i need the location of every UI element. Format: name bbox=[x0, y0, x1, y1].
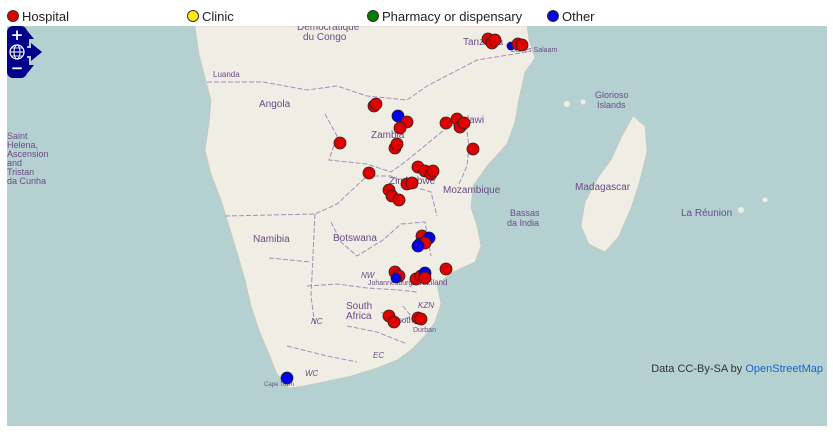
map-legend: Hospital Clinic Pharmacy or dispensary O… bbox=[0, 0, 833, 26]
map-label-glorioso-2: Islands bbox=[597, 100, 626, 110]
map-label-south: South bbox=[346, 301, 372, 312]
map-label-drc-2: du Congo bbox=[303, 32, 347, 43]
facility-marker[interactable] bbox=[362, 166, 376, 180]
map-label-la-reunion: La Réunion bbox=[681, 208, 732, 219]
clinic-marker-icon bbox=[187, 10, 199, 22]
map-label-st-helena-1: Saint bbox=[7, 131, 28, 141]
zoom-out-button[interactable]: − bbox=[11, 59, 24, 77]
facility-marker[interactable] bbox=[466, 142, 480, 156]
map-label-nw: NW bbox=[361, 271, 376, 280]
facility-marker[interactable] bbox=[280, 371, 294, 385]
world-globe-icon[interactable] bbox=[9, 44, 25, 60]
map-label-africa: Africa bbox=[346, 311, 372, 322]
comoros-island bbox=[564, 101, 570, 107]
map-label-durban: Durban bbox=[413, 327, 436, 334]
zoom-in-button[interactable]: + bbox=[11, 26, 24, 44]
zoom-control[interactable]: + − bbox=[7, 26, 27, 78]
facility-marker[interactable] bbox=[426, 164, 440, 178]
map-label-bassas-2: da India bbox=[507, 218, 539, 228]
map-label-botswana: Botswana bbox=[333, 233, 377, 244]
pan-right-icon[interactable] bbox=[27, 43, 42, 61]
map-label-st-helena-2: Helena, bbox=[7, 140, 38, 150]
map-label-mozambique: Mozambique bbox=[443, 185, 501, 196]
map-attribution: Data CC-By-SA by OpenStreetMap bbox=[651, 363, 823, 375]
pharmacy-marker-icon bbox=[367, 10, 379, 22]
legend-item-hospital: Hospital bbox=[7, 8, 69, 24]
map-label-dar-es-salaam: Dar es Salaam bbox=[511, 47, 557, 54]
map-viewport[interactable]: Démocratique du Congo Luanda Angola Zamb… bbox=[7, 26, 827, 426]
map-label-st-helena-3: Ascension bbox=[7, 149, 49, 159]
facility-marker[interactable] bbox=[411, 239, 425, 253]
facility-marker[interactable] bbox=[457, 116, 471, 130]
mauritius-island bbox=[762, 197, 768, 203]
facility-marker[interactable] bbox=[369, 97, 383, 111]
map-label-wc: WC bbox=[305, 369, 319, 378]
map-label-lesotho: Lesotho bbox=[389, 316, 418, 325]
facility-marker[interactable] bbox=[392, 193, 406, 207]
facility-marker[interactable] bbox=[414, 312, 428, 326]
facility-marker[interactable] bbox=[439, 262, 453, 276]
map-label-st-helena-6: da Cunha bbox=[7, 176, 46, 186]
map-label-glorioso-1: Glorioso bbox=[595, 90, 629, 100]
map-label-ec: EC bbox=[373, 351, 384, 360]
legend-item-pharmacy: Pharmacy or dispensary bbox=[367, 8, 522, 24]
facility-marker[interactable] bbox=[515, 38, 529, 52]
facility-marker[interactable] bbox=[418, 271, 432, 285]
map-label-angola: Angola bbox=[259, 99, 291, 110]
map-label-zambia: Zambia bbox=[371, 130, 405, 141]
map-label-kzn: KZN bbox=[418, 301, 434, 310]
facility-marker[interactable] bbox=[405, 176, 419, 190]
legend-label-pharmacy: Pharmacy or dispensary bbox=[382, 8, 523, 24]
facility-marker[interactable] bbox=[488, 33, 502, 47]
map-label-luanda: Luanda bbox=[213, 70, 240, 79]
legend-label-clinic: Clinic bbox=[202, 8, 234, 24]
mayotte-island bbox=[580, 99, 586, 105]
map-label-bassas-1: Bassas bbox=[510, 208, 540, 218]
map-label-drc-1: Démocratique bbox=[297, 26, 360, 33]
map-label-nc: NC bbox=[311, 317, 323, 326]
attribution-text: Data CC-By-SA by bbox=[651, 363, 743, 375]
map-canvas[interactable]: Démocratique du Congo Luanda Angola Zamb… bbox=[7, 26, 827, 426]
legend-item-other: Other bbox=[547, 8, 595, 24]
hospital-marker-icon bbox=[7, 10, 19, 22]
legend-item-clinic: Clinic bbox=[187, 8, 234, 24]
legend-label-hospital: Hospital bbox=[22, 8, 69, 24]
map-label-st-helena-5: Tristan bbox=[7, 167, 34, 177]
facility-marker[interactable] bbox=[390, 272, 402, 284]
reunion-island bbox=[738, 207, 744, 213]
legend-label-other: Other bbox=[562, 8, 595, 24]
facility-marker[interactable] bbox=[390, 137, 404, 151]
map-label-namibia: Namibia bbox=[253, 234, 290, 245]
facility-markers[interactable] bbox=[280, 32, 529, 385]
madagascar-landmass bbox=[580, 115, 648, 253]
map-label-st-helena-4: and bbox=[7, 158, 22, 168]
facility-marker[interactable] bbox=[393, 121, 407, 135]
africa-landmass bbox=[194, 26, 536, 389]
facility-marker[interactable] bbox=[439, 116, 453, 130]
other-marker-icon bbox=[547, 10, 559, 22]
facility-marker[interactable] bbox=[333, 136, 347, 150]
map-label-johannesburg: Johannesburg bbox=[368, 280, 412, 287]
openstreetmap-link[interactable]: OpenStreetMap bbox=[745, 363, 823, 375]
map-label-madagascar: Madagascar bbox=[575, 182, 631, 193]
facility-marker[interactable] bbox=[387, 315, 401, 329]
map-label-cape-town: Cape Town bbox=[264, 382, 294, 388]
